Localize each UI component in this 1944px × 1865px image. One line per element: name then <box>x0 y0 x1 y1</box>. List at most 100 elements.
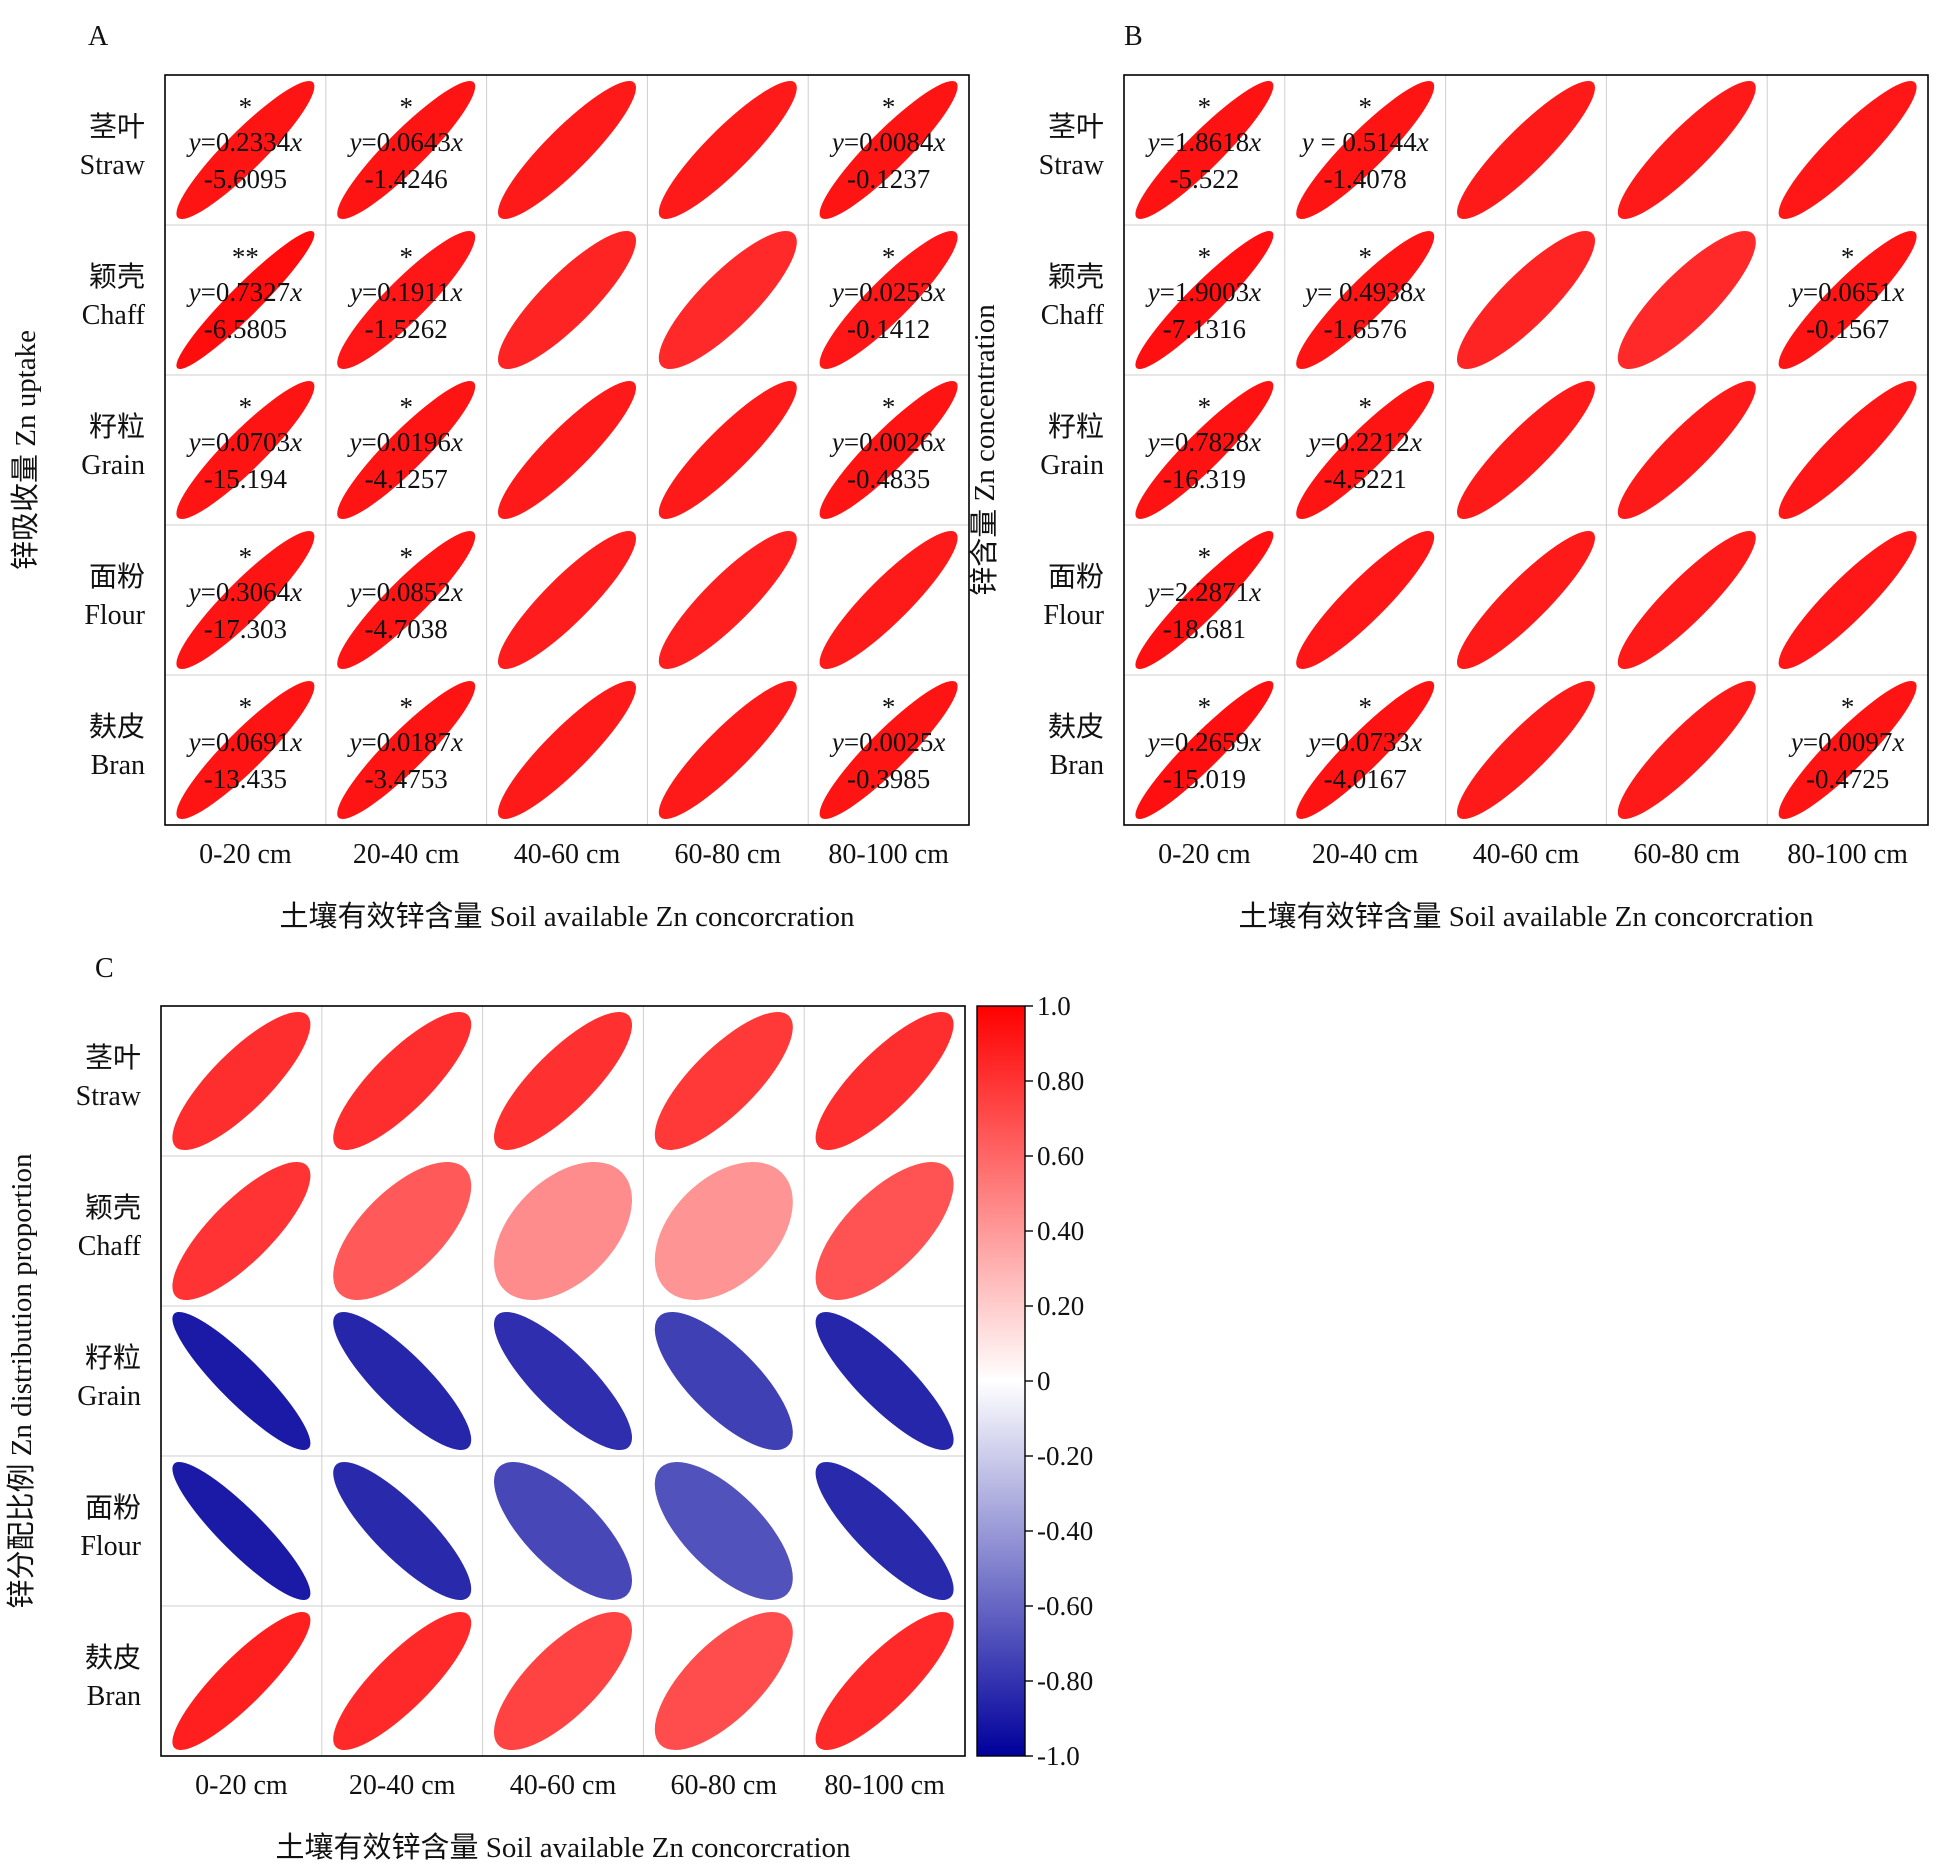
regression-equation: y=0.2659x <box>1145 727 1261 757</box>
correlation-ellipse <box>654 1311 793 1450</box>
regression-equation: y=0.2212x <box>1305 427 1421 457</box>
correlation-ellipse <box>819 530 958 670</box>
x-axis-title: 土壤有效锌含量 Soil available Zn concorcration <box>279 900 855 933</box>
row-label-cn: 茎叶 <box>1048 111 1104 143</box>
panel-c: C 茎叶 Straw 颖壳 Chaff 籽粒 Grain 面粉 Flour 麸皮 Bran 0-20 … <box>5 953 966 1864</box>
correlation-ellipse <box>1778 681 1917 820</box>
correlation-ellipse <box>337 680 476 819</box>
row-label-cn: 茎叶 <box>85 1042 141 1074</box>
correlation-ellipse <box>1778 380 1917 519</box>
panel-a: A * y=0.2334x -5.6095 * y=0.0643x -1.4246 * y=0.… <box>9 21 970 933</box>
regression-intercept: -4.0167 <box>1324 764 1407 794</box>
correlation-ellipse <box>337 530 476 669</box>
correlation-ellipse <box>654 1612 793 1751</box>
row-label-cn: 面粉 <box>1048 561 1104 593</box>
colorbar-tick-label: 0.80 <box>1037 1066 1084 1096</box>
regression-intercept: -4.5221 <box>1324 464 1407 494</box>
regression-intercept: -3.4753 <box>365 764 448 794</box>
correlation-ellipse <box>1778 231 1917 370</box>
regression-equation: y=0.7828x <box>1145 427 1261 457</box>
colorbar-gradient <box>976 1005 1026 1757</box>
regression-equation: y=0.0084x <box>829 127 945 157</box>
significance-marker: * <box>239 92 253 122</box>
correlation-ellipse <box>172 1312 311 1451</box>
correlation-ellipse <box>176 680 315 819</box>
significance-marker: * <box>1198 92 1212 122</box>
correlation-ellipse <box>1135 680 1274 819</box>
row-label-en: Bran <box>87 1681 141 1712</box>
significance-marker: * <box>1198 692 1212 722</box>
column-label: 80-100 cm <box>828 839 949 870</box>
correlation-ellipse <box>1617 381 1756 520</box>
x-axis-title: 土壤有效锌含量 Soil available Zn concorcration <box>1238 900 1814 933</box>
correlation-ellipse <box>494 1612 633 1750</box>
row-label-cn: 籽粒 <box>1048 411 1104 443</box>
row-label-en: Grain <box>77 1381 141 1412</box>
correlation-ellipse <box>1456 81 1595 220</box>
significance-marker: * <box>1358 692 1372 722</box>
significance-marker: ** <box>232 242 259 272</box>
correlation-ellipse <box>819 230 958 369</box>
correlation-ellipse <box>815 1012 954 1151</box>
row-label-cn: 颖壳 <box>89 261 145 293</box>
colorbar-tick-label: -0.20 <box>1037 1441 1093 1471</box>
correlation-ellipse <box>337 380 476 519</box>
significance-marker: * <box>1841 692 1855 722</box>
correlation-ellipse <box>1617 231 1756 370</box>
regression-equation: y=0.2334x <box>186 127 302 157</box>
correlation-ellipse <box>1135 381 1274 520</box>
correlation-ellipse <box>654 1461 793 1600</box>
column-label: 0-20 cm <box>1158 839 1251 870</box>
significance-marker: * <box>399 392 413 422</box>
regression-intercept: -0.1412 <box>847 314 930 344</box>
panel-letter: B <box>1124 21 1143 52</box>
regression-intercept: -15.194 <box>204 464 288 494</box>
panel-letter: C <box>95 953 114 984</box>
correlation-ellipse <box>819 80 958 219</box>
regression-intercept: -1.6576 <box>1324 314 1407 344</box>
correlation-ellipse <box>498 80 637 219</box>
correlation-ellipse <box>1456 231 1595 370</box>
row-label-cn: 颖壳 <box>1048 261 1104 293</box>
column-label: 20-40 cm <box>353 839 460 870</box>
regression-equation: y=0.0187x <box>346 727 462 757</box>
row-label-en: Flour <box>80 1531 141 1562</box>
row-label-en: Chaff <box>82 300 146 331</box>
row-label-en: Chaff <box>1041 300 1105 331</box>
regression-intercept: -4.7038 <box>365 614 448 644</box>
regression-intercept: -16.319 <box>1163 464 1246 494</box>
colorbar-tick-label: -0.80 <box>1037 1666 1093 1696</box>
colorbar-tick-label: 1.0 <box>1037 991 1071 1021</box>
row-label-en: Flour <box>84 600 145 631</box>
regression-equation: y=0.0733x <box>1305 727 1421 757</box>
regression-equation: y=0.0196x <box>346 427 462 457</box>
correlation-ellipse <box>1617 81 1756 220</box>
significance-marker: * <box>882 692 896 722</box>
correlation-ellipse <box>172 1611 311 1750</box>
significance-marker: * <box>1358 392 1372 422</box>
row-label-en: Straw <box>80 150 146 181</box>
significance-marker: * <box>1198 392 1212 422</box>
colorbar-tick-label: -1.0 <box>1037 1741 1080 1771</box>
regression-intercept: -7.1316 <box>1163 314 1246 344</box>
row-label-en: Straw <box>76 1081 142 1112</box>
correlation-ellipse <box>658 680 797 820</box>
correlation-ellipse <box>1135 230 1274 369</box>
significance-marker: * <box>399 242 413 272</box>
panel-b: B * y=1.8618x -5.522 * y = 0.5144x -1.4078 * y=1… <box>968 21 1929 933</box>
row-label-cn: 面粉 <box>89 561 145 593</box>
correlation-ellipse <box>819 680 958 819</box>
correlation-ellipse <box>172 1161 311 1300</box>
regression-intercept: -0.1567 <box>1806 314 1889 344</box>
column-label: 80-100 cm <box>824 1770 945 1801</box>
correlation-ellipse <box>1296 81 1435 220</box>
row-label-cn: 麸皮 <box>89 711 145 743</box>
correlation-ellipse <box>176 231 315 370</box>
row-label-en: Bran <box>1050 750 1104 781</box>
regression-equation: y=0.0691x <box>186 727 302 757</box>
correlation-ellipse <box>654 1161 793 1300</box>
correlation-ellipse <box>497 230 636 369</box>
regression-equation: y=0.0703x <box>186 427 302 457</box>
correlation-ellipse <box>172 1012 311 1151</box>
